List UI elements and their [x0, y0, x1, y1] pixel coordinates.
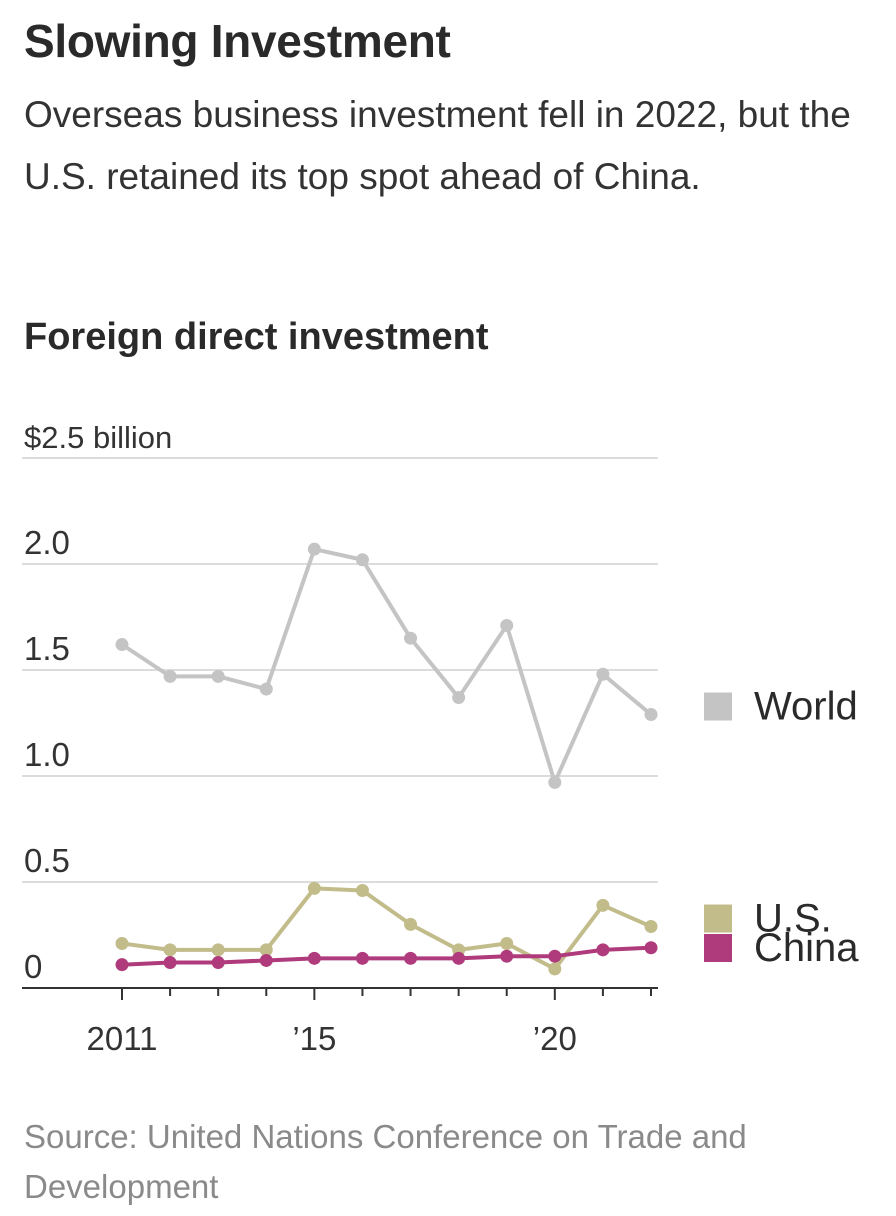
x-tick-label: 2011 [87, 1020, 158, 1057]
data-point-u-s [548, 962, 562, 976]
data-point-world [548, 775, 562, 789]
data-point-world [404, 631, 418, 645]
y-tick-label: 0 [24, 948, 42, 985]
data-point-world [115, 638, 129, 652]
data-point-china [211, 956, 225, 970]
data-point-world [644, 708, 658, 722]
data-point-u-s [404, 917, 418, 931]
x-tick-label: ’20 [533, 1020, 577, 1057]
data-point-world [355, 553, 369, 567]
legend-label-world: World [754, 685, 858, 729]
legend-label-u-s: U.S. [754, 897, 832, 941]
series-line-world [120, 547, 653, 785]
data-point-u-s [259, 943, 273, 957]
data-point-china [452, 951, 466, 965]
data-point-china [500, 949, 514, 963]
data-point-world [500, 618, 514, 632]
y-tick-label: $2.5 billion [24, 420, 172, 455]
data-point-china [596, 943, 610, 957]
series-lines [115, 542, 658, 976]
data-point-world [452, 691, 466, 705]
data-point-world [163, 669, 177, 683]
data-point-u-s [211, 943, 225, 957]
chart-heading: Foreign direct investment [24, 316, 489, 358]
x-axis [22, 987, 658, 1000]
legend-swatch-u-s [704, 904, 732, 933]
gridlines [22, 457, 658, 883]
data-point-u-s [644, 920, 658, 934]
y-tick-label: 1.0 [24, 736, 70, 773]
y-axis-labels: 0 0.5 1.0 1.5 2.0 $2.5 billion [24, 420, 172, 985]
data-point-world [259, 682, 273, 696]
data-point-u-s [500, 936, 514, 950]
data-point-world [596, 667, 610, 681]
chart-title: Slowing Investment [24, 15, 451, 67]
y-tick-label: 1.5 [24, 630, 70, 667]
x-axis-labels: 2011 ’15 ’20 [87, 1020, 577, 1057]
data-point-u-s [355, 883, 369, 897]
data-point-china [644, 941, 658, 955]
data-point-world [211, 669, 225, 683]
series-line-china [120, 945, 653, 967]
y-tick-label: 0.5 [24, 842, 70, 879]
data-point-china [404, 951, 418, 965]
data-point-china [259, 953, 273, 967]
data-point-u-s [163, 943, 177, 957]
data-point-china [115, 958, 129, 972]
chart-subtitle: Overseas business investment fell in 202… [24, 94, 851, 197]
data-point-china [163, 956, 177, 970]
data-point-world [307, 542, 321, 556]
legend-swatch-china [704, 934, 732, 962]
x-tick-label: ’15 [292, 1020, 336, 1057]
data-point-u-s [596, 898, 610, 912]
data-point-china [548, 949, 562, 963]
legend-swatch-world [704, 692, 732, 721]
source-note: Source: United Nations Conference on Tra… [24, 1118, 747, 1205]
data-point-u-s [307, 881, 321, 895]
series-line-u-s [120, 886, 653, 971]
legend: World U.S.China [704, 685, 859, 970]
data-point-china [307, 951, 321, 965]
data-point-u-s [115, 936, 129, 950]
y-tick-label: 2.0 [24, 524, 70, 561]
legend-label-china: China [754, 926, 859, 970]
data-point-china [355, 951, 369, 965]
line-chart: 0 0.5 1.0 1.5 2.0 $2.5 billion 2011 ’15 ’20 Wor… [22, 420, 859, 1057]
